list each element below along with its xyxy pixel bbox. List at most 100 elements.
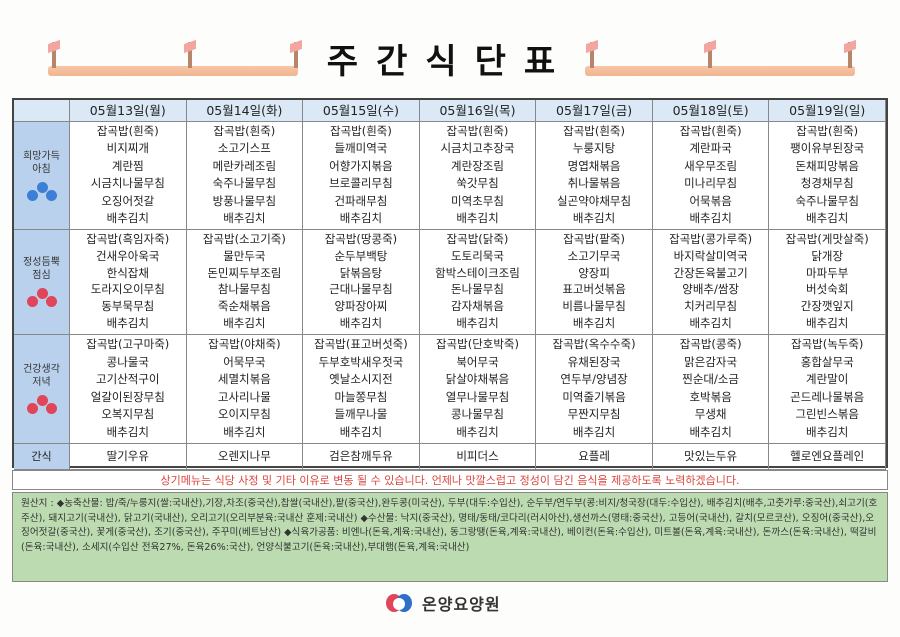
menu-item: 계란파국 [689, 141, 732, 156]
menu-item: 배추김치 [339, 210, 383, 225]
menu-item: 어묵무국 [223, 354, 266, 369]
menu-cell: 잡곡밥(흰죽) 들깨미역국 어향가지볶음 브로콜리무침 건파래무침 배추김치 [303, 122, 420, 230]
menu-item: 배추김치 [106, 424, 149, 439]
menu-item: 북어무국 [456, 354, 499, 369]
menu-item: 바지락살미역국 [673, 248, 748, 263]
menu-item: 미나리무침 [684, 176, 738, 191]
snack-item: 오렌지나무 [186, 444, 304, 470]
menu-item: 숙주나물무침 [212, 176, 277, 191]
menu-item: 닭개장 [811, 248, 844, 263]
menu-item: 양장피 [578, 265, 610, 280]
menu-item: 두부호박새우젓국 [318, 354, 404, 369]
menu-item: 배추김치 [223, 315, 266, 330]
day-header: 05월15일(수) [303, 100, 420, 122]
menu-item: 배추김치 [689, 210, 732, 225]
menu-cell: 잡곡밥(흰죽) 팽이유부된장국 돈채피망볶음 청경채무침 숙주나물무침 배추김치 [769, 122, 886, 230]
logo-icon [384, 590, 414, 616]
menu-item: 계란장조림 [451, 158, 504, 173]
day-header: 05월19일(일) [769, 100, 886, 122]
menu-item: 배추김치 [806, 424, 849, 439]
menu-item: 건파래무침 [334, 193, 388, 208]
menu-item: 잡곡밥(야채죽) [208, 337, 281, 351]
menu-cell: 잡곡밥(콩죽) 맑은감자국 찐순대/소금 호박볶음 무생채 배추김치 [652, 335, 770, 444]
flag-icon [52, 42, 56, 68]
menu-cell: 잡곡밥(고구마죽) 콩나물국 고기산적구이 얼갈이된장무침 오복지무침 배추김치 [70, 335, 187, 444]
menu-item: 소고기무국 [567, 248, 621, 263]
menu-item: 계란찜 [111, 158, 144, 173]
meal-label-line: 점심 [32, 270, 51, 281]
menu-item: 잡곡밥(흰죽) [329, 124, 392, 138]
menu-item: 한식잡채 [106, 265, 149, 280]
flower-icon [26, 181, 57, 202]
menu-item: 오복지무침 [101, 407, 155, 422]
menu-cell: 잡곡밥(흰죽) 비지찌개 계란찜 시금치나물무침 오징어젓갈 배추김치 [70, 122, 187, 230]
menu-item: 잡곡밥(흰죽) [213, 124, 276, 138]
menu-cell: 잡곡밥(녹두죽) 홍합살무국 계란말이 곤드레나물볶음 그린빈스볶음 배추김치 [769, 335, 886, 444]
menu-item: 닭볶음탕 [339, 265, 383, 280]
menu-item: 배추김치 [806, 315, 849, 330]
menu-item: 콩나물무침 [451, 407, 504, 422]
fence-left-decoration [48, 66, 298, 76]
menu-item: 버섯숙회 [806, 282, 849, 297]
snack-item: 딸기우유 [70, 444, 187, 470]
menu-item: 잡곡밥(소고기죽) [202, 232, 286, 246]
flower-icon [26, 288, 57, 308]
menu-item: 배추김치 [689, 424, 732, 439]
menu-item: 옛날소시지전 [329, 372, 393, 387]
menu-item: 간장깻잎지 [800, 299, 854, 314]
menu-item: 비름나물무침 [562, 299, 626, 314]
menu-item: 오징어젓갈 [101, 193, 155, 208]
menu-item: 쑥갓무침 [456, 176, 499, 191]
menu-item: 잡곡밥(팥죽) [563, 232, 625, 246]
menu-item: 배추김치 [106, 315, 149, 330]
menu-cell: 잡곡밥(콩가루죽) 바지락살미역국 간장돈육불고기 양배추/쌈장 치커리무침 배추김치 [652, 230, 770, 335]
menu-item: 마늘쫑무침 [334, 389, 388, 404]
flag-icon [294, 42, 298, 68]
snack-item: 맛있는두유 [652, 444, 770, 470]
menu-item: 죽순채볶음 [217, 299, 271, 314]
menu-item: 연두부/양념장 [560, 372, 628, 387]
menu-item: 배추김치 [456, 210, 499, 225]
page-title: 주간식단표 [326, 42, 574, 82]
menu-cell: 잡곡밥(땅콩죽) 순두부백탕 닭볶음탕 근대나물무침 양파장아찌 배추김치 [303, 230, 420, 335]
menu-item: 배추김치 [223, 210, 266, 225]
menu-item: 홍합살무국 [800, 354, 854, 369]
menu-cell: 잡곡밥(옥수수죽) 유채된장국 연두부/양념장 미역줄기볶음 무짠지무침 배추김치 [536, 335, 653, 444]
menu-item: 찐순대/소금 [682, 372, 740, 387]
menu-item: 어묵볶음 [689, 193, 732, 208]
menu-item: 잡곡밥(흰죽) [96, 124, 159, 138]
menu-cell: 잡곡밥(야채죽) 어묵무국 세멸치볶음 고사리나물 오이지무침 배추김치 [186, 335, 304, 444]
menu-item: 누룽지탕 [572, 141, 616, 156]
menu-item: 곤드레나물볶음 [790, 389, 865, 404]
meal-label-line: 저녁 [32, 377, 51, 388]
menu-item: 순두부백탕 [334, 248, 388, 263]
menu-item: 잡곡밥(고구마죽) [86, 337, 170, 351]
menu-item: 배추김치 [456, 424, 499, 439]
menu-item: 메란카레조림 [212, 158, 277, 173]
menu-item: 함박스테이크조림 [435, 265, 520, 280]
meal-label-line: 아침 [32, 163, 51, 175]
day-header: 05월17일(금) [536, 100, 653, 122]
menu-item: 호박볶음 [689, 389, 732, 404]
menu-item: 청경채무침 [800, 176, 854, 191]
menu-item: 도라지오이무침 [90, 282, 165, 297]
menu-item: 그린빈스볶음 [795, 407, 859, 422]
menu-item: 잡곡밥(콩죽) [679, 337, 742, 351]
menu-item: 닭살야채볶음 [445, 372, 510, 387]
menu-item: 미역초무침 [451, 193, 504, 208]
menu-item: 배추김치 [806, 210, 849, 225]
meal-label-line: 건강생각 [23, 364, 60, 375]
menu-item: 잡곡밥(흑임자죽) [86, 232, 170, 246]
menu-item: 양배추/쌈장 [682, 282, 740, 297]
menu-item: 무짠지무침 [567, 407, 621, 422]
menu-item: 잡곡밥(닭죽) [446, 232, 509, 246]
menu-item: 팽이유부된장국 [790, 141, 865, 156]
menu-item: 건새우아욱국 [96, 248, 160, 263]
menu-item: 참나물무침 [217, 282, 271, 297]
day-header: 05월18일(토) [652, 100, 770, 122]
menu-item: 잡곡밥(흰죽) [796, 124, 859, 138]
menu-item: 도토리묵국 [451, 248, 504, 263]
menu-item: 잡곡밥(게맛살죽) [785, 232, 869, 246]
snack-label: 간식 [14, 444, 70, 470]
